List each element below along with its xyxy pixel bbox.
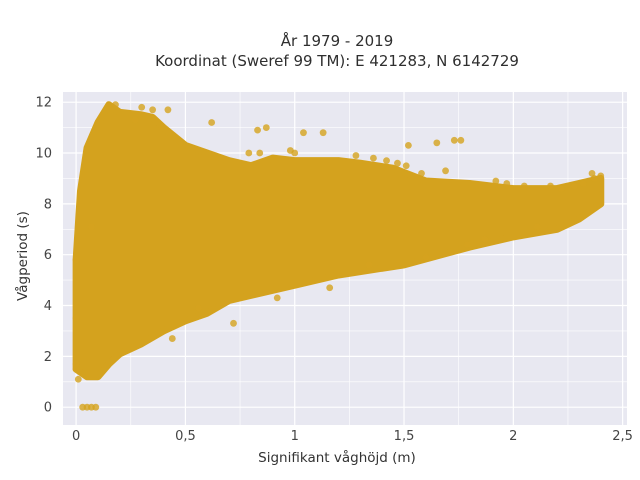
y-tick-label: 4 <box>44 299 52 314</box>
y-tick-label: 12 <box>35 96 52 111</box>
data-point <box>418 169 425 177</box>
data-point <box>571 182 578 190</box>
chart-title-line-1: År 1979 - 2019 <box>281 31 394 50</box>
data-point <box>291 149 299 157</box>
data-point <box>533 223 541 231</box>
data-point <box>503 180 511 187</box>
data-points <box>72 101 605 411</box>
data-point <box>558 185 565 192</box>
data-point <box>370 154 377 162</box>
data-point <box>256 149 264 157</box>
data-point <box>195 304 202 312</box>
data-point <box>365 261 373 269</box>
y-tick-label: 0 <box>44 401 52 416</box>
data-point <box>273 294 281 302</box>
data-point <box>520 182 528 190</box>
data-point <box>464 241 471 248</box>
data-point <box>164 106 172 114</box>
data-point <box>590 175 598 182</box>
y-axis-ticks: 0 2 4 6 8 10 12 <box>35 96 52 416</box>
data-point <box>326 284 334 292</box>
data-point <box>319 129 327 137</box>
data-point <box>300 129 307 137</box>
data-point <box>72 360 80 368</box>
data-point <box>72 256 80 264</box>
data-point <box>442 167 449 175</box>
x-tick-label: 1,5 <box>394 429 415 444</box>
data-point <box>402 162 410 170</box>
data-point <box>352 152 360 159</box>
data-point <box>579 180 587 187</box>
y-tick-label: 8 <box>44 197 52 212</box>
y-tick-label: 2 <box>44 350 52 365</box>
y-tick-label: 10 <box>35 147 52 162</box>
data-point <box>383 157 390 165</box>
data-point <box>433 139 441 147</box>
data-point <box>208 119 216 126</box>
data-point <box>112 101 119 109</box>
data-point <box>72 314 80 322</box>
data-point <box>394 159 401 167</box>
data-point <box>450 136 458 144</box>
x-axis-label: Signifikant våghöjd (m) <box>258 449 416 466</box>
data-point <box>245 149 253 157</box>
data-point <box>547 182 554 190</box>
point-cloud-envelope <box>72 101 605 381</box>
x-axis-ticks: 0 0,5 1 1,5 2 2,5 <box>72 429 633 444</box>
data-point <box>404 141 412 149</box>
data-point <box>492 177 500 185</box>
chart-title-line-2: Koordinat (Sweref 99 TM): E 421283, N 61… <box>155 52 519 70</box>
data-point <box>254 126 261 134</box>
data-point <box>131 116 139 124</box>
x-tick-label: 2,5 <box>612 429 633 444</box>
x-tick-label: 0 <box>72 429 80 444</box>
data-point <box>72 365 80 373</box>
data-point <box>149 106 157 114</box>
data-point <box>422 253 430 261</box>
data-point <box>588 169 596 177</box>
data-point <box>74 375 82 383</box>
data-point <box>457 136 465 144</box>
x-tick-label: 2 <box>509 429 517 444</box>
y-tick-label: 6 <box>44 248 52 263</box>
y-axis-label: Vågperiod (s) <box>14 211 31 301</box>
data-point <box>92 403 100 411</box>
data-point <box>88 223 95 231</box>
x-tick-label: 0,5 <box>175 429 196 444</box>
data-point <box>262 124 270 131</box>
x-tick-label: 1 <box>291 429 299 444</box>
data-point <box>597 172 605 180</box>
data-point <box>168 335 176 342</box>
data-point <box>138 103 146 111</box>
data-point <box>481 236 489 243</box>
data-point <box>230 319 237 327</box>
